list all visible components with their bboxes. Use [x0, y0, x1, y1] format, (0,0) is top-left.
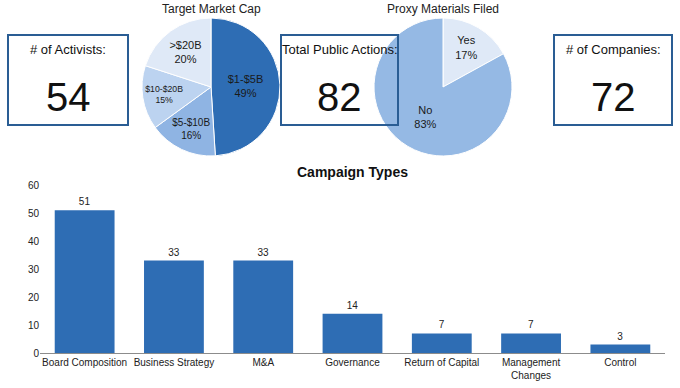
svg-text:33: 33 [257, 247, 269, 258]
svg-text:>$20B20%: >$20B20% [169, 39, 201, 65]
svg-text:ManagementChanges: ManagementChanges [502, 357, 561, 381]
svg-text:3: 3 [617, 331, 623, 342]
svg-text:M&A: M&A [252, 357, 274, 368]
svg-text:72: 72 [591, 75, 636, 119]
svg-text:82: 82 [317, 75, 362, 119]
svg-text:60: 60 [28, 180, 40, 191]
svg-text:Board Composition: Board Composition [42, 357, 127, 368]
svg-text:Return of Capital: Return of Capital [404, 357, 479, 368]
svg-text:No83%: No83% [414, 104, 436, 130]
svg-text:54: 54 [46, 75, 91, 119]
svg-text:7: 7 [439, 319, 445, 330]
svg-text:51: 51 [79, 196, 91, 207]
svg-text:$10-$20B15%: $10-$20B15% [145, 84, 183, 105]
svg-text:10: 10 [28, 320, 40, 331]
svg-text:7: 7 [528, 319, 534, 330]
svg-text:Governance: Governance [325, 357, 380, 368]
svg-text:30: 30 [28, 264, 40, 275]
svg-text:$1-$5B49%: $1-$5B49% [228, 73, 263, 99]
svg-text:Proxy Materials Filed: Proxy Materials Filed [387, 2, 499, 16]
svg-text:40: 40 [28, 236, 40, 247]
svg-text:Target Market Cap: Target Market Cap [162, 2, 261, 16]
svg-text:0: 0 [33, 348, 39, 359]
svg-text:Campaign Types: Campaign Types [297, 164, 408, 180]
svg-text:# of Activists:: # of Activists: [30, 42, 106, 57]
svg-text:$5-$10B16%: $5-$10B16% [172, 117, 210, 141]
svg-text:Yes17%: Yes17% [455, 34, 477, 60]
svg-text:Business Strategy: Business Strategy [134, 357, 215, 368]
svg-text:Control: Control [604, 357, 636, 368]
svg-text:14: 14 [347, 300, 359, 311]
svg-text:# of Companies:: # of Companies: [566, 42, 661, 57]
svg-text:Total Public Actions:: Total Public Actions: [282, 42, 398, 57]
svg-text:33: 33 [168, 247, 180, 258]
svg-text:20: 20 [28, 292, 40, 303]
svg-text:50: 50 [28, 208, 40, 219]
